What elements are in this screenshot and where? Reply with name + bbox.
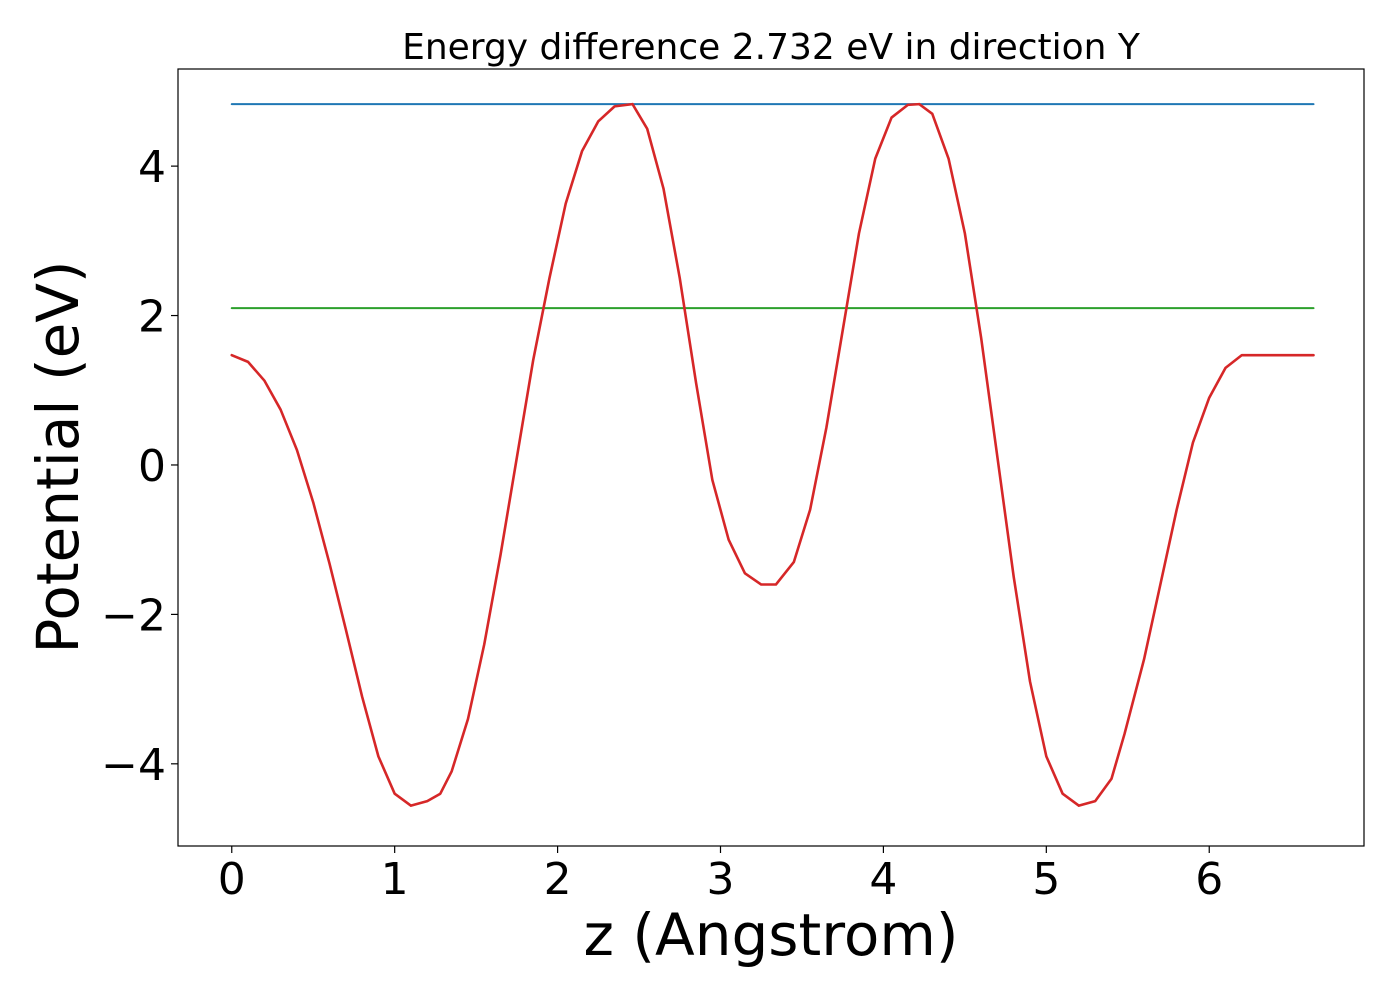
y-tick-label: −4 xyxy=(101,740,166,791)
series-layer xyxy=(230,102,1315,807)
x-tick-label: 2 xyxy=(544,854,572,905)
series-line-0 xyxy=(230,102,1315,807)
x-tick-label: 3 xyxy=(706,854,734,905)
x-tick-label: 1 xyxy=(381,854,409,905)
x-tick-label: 6 xyxy=(1195,854,1223,905)
plot-area xyxy=(177,68,1365,847)
x-axis-ticks: 0 1 2 3 4 5 6 xyxy=(218,846,1223,905)
y-axis-ticks: −4 −2 0 2 4 xyxy=(101,142,178,791)
chart-title: Energy difference 2.732 eV in direction … xyxy=(402,27,1141,68)
x-axis-label: z (Angstrom) xyxy=(584,901,959,969)
x-tick-label: 0 xyxy=(218,854,246,905)
y-tick-label: −2 xyxy=(101,590,166,641)
y-tick-label: 4 xyxy=(138,142,166,193)
y-tick-label: 0 xyxy=(138,441,166,492)
y-axis-label: Potential (eV) xyxy=(24,260,92,653)
y-tick-label: 2 xyxy=(138,292,166,343)
x-tick-label: 5 xyxy=(1032,854,1060,905)
x-tick-label: 4 xyxy=(869,854,897,905)
